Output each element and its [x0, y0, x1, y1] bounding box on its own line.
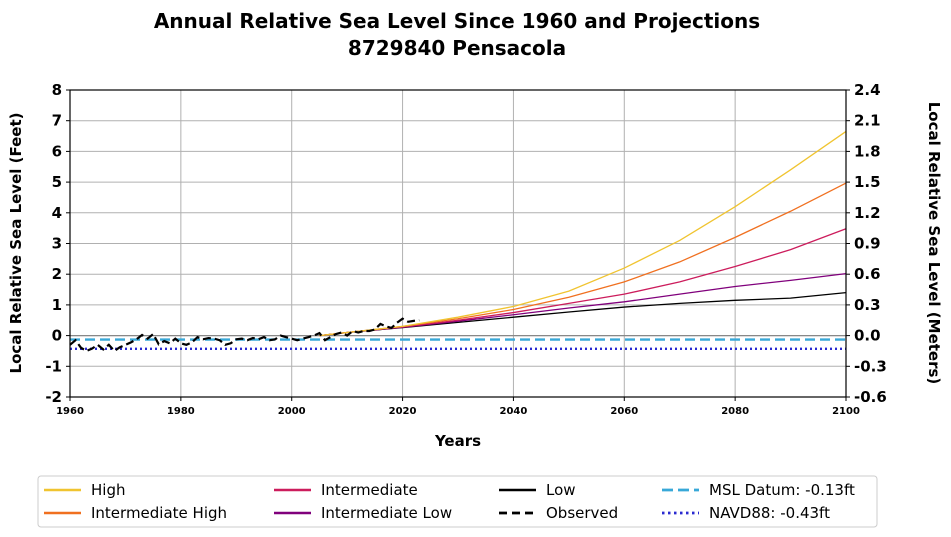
x-tick-label: 2100	[832, 406, 860, 417]
grid-lines	[69, 89, 847, 398]
y-left-tick-label: -1	[45, 357, 62, 375]
y-right-tick-label: 0.0	[854, 327, 881, 345]
x-tick-label: 1960	[56, 406, 84, 417]
legend-label-observed: Observed	[546, 504, 618, 522]
y-axis-right-label: Local Relative Sea Level (Meters)	[925, 102, 943, 385]
y-left-tick-label: 3	[52, 235, 62, 253]
y-right-tick-label: -0.6	[854, 388, 887, 406]
legend-label-high: High	[91, 481, 125, 499]
y-right-tick-label: 1.8	[854, 142, 881, 160]
legend-label-msl-datum-0-13ft: MSL Datum: -0.13ft	[709, 481, 855, 499]
y-left-tick-label: 7	[52, 112, 62, 130]
y-right-tick-label: 1.5	[854, 173, 881, 191]
legend-label-intermediate-low: Intermediate Low	[321, 504, 452, 522]
series-line-low	[319, 291, 847, 337]
legend-label-intermediate-high: Intermediate High	[91, 504, 227, 522]
y-left-tick-label: 6	[52, 142, 62, 160]
legend: High Intermediate High Intermediate Interme…	[37, 475, 878, 528]
axis-ticks: -2 -0.6 -1 -0.3 0 0.0 1 0.3 2 0.6 3 0.9 4 1.2 5 1.5 6 1.8…	[45, 81, 886, 417]
y-right-tick-label: 2.1	[854, 112, 881, 130]
y-left-tick-label: 1	[52, 296, 62, 314]
y-right-tick-label: 0.3	[854, 296, 881, 314]
legend-label-intermediate: Intermediate	[321, 481, 418, 499]
y-left-tick-label: 2	[52, 265, 62, 283]
y-right-tick-label: 1.2	[854, 204, 881, 222]
series-line-intermediate	[319, 228, 847, 337]
series-line-observed	[69, 317, 420, 353]
y-right-tick-label: 0.9	[854, 235, 881, 253]
x-axis-label: Years	[434, 432, 481, 450]
x-tick-label: 1980	[167, 406, 195, 417]
legend-label-low: Low	[546, 481, 576, 499]
x-tick-label: 2060	[610, 406, 638, 417]
series-line-high	[319, 130, 847, 337]
y-left-tick-label: 5	[52, 173, 62, 191]
series-lines	[69, 130, 847, 353]
y-axis-left-label: Local Relative Sea Level (Feet)	[7, 113, 25, 374]
y-right-tick-label: 0.6	[854, 265, 881, 283]
chart-title: Annual Relative Sea Level Since 1960 and…	[154, 9, 760, 33]
chart-subtitle: 8729840 Pensacola	[348, 36, 566, 60]
y-left-tick-label: 4	[52, 204, 62, 222]
y-right-tick-label: 2.4	[854, 81, 881, 99]
legend-label-navd88-0-43ft: NAVD88: -0.43ft	[709, 504, 830, 522]
y-right-tick-label: -0.3	[854, 357, 887, 375]
x-tick-label: 2040	[500, 406, 528, 417]
x-tick-label: 2080	[721, 406, 749, 417]
x-tick-label: 2000	[278, 406, 306, 417]
series-line-intermediate-high	[319, 182, 847, 337]
y-left-tick-label: 0	[52, 327, 62, 345]
x-tick-label: 2020	[389, 406, 417, 417]
y-left-tick-label: 8	[52, 81, 62, 99]
y-left-tick-label: -2	[45, 388, 62, 406]
